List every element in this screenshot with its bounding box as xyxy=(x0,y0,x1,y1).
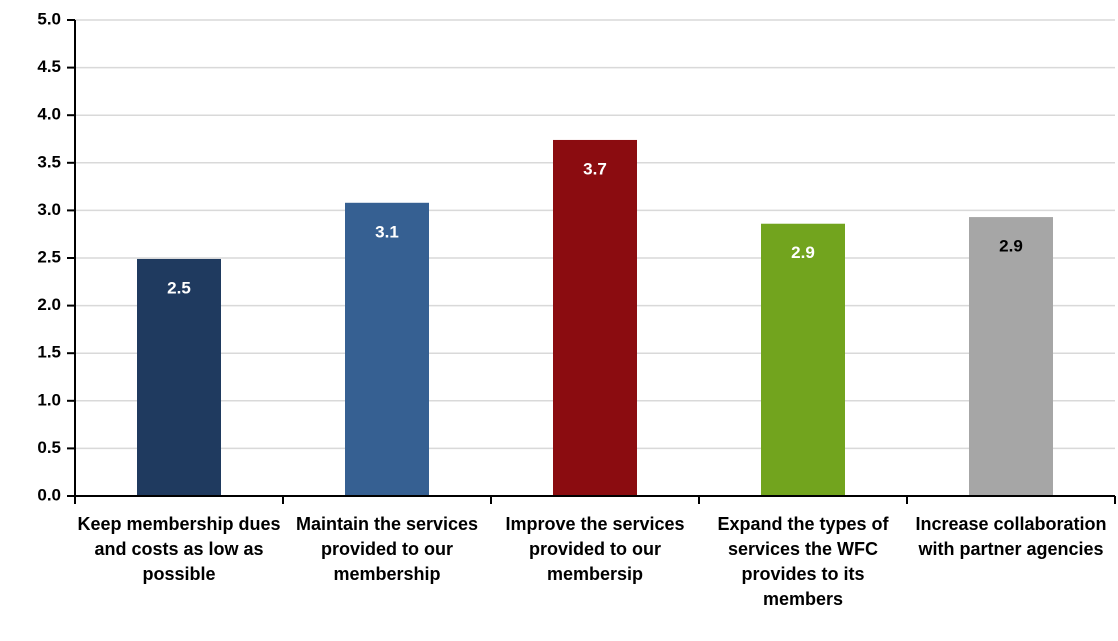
bar xyxy=(553,139,637,496)
bar xyxy=(761,223,845,496)
value-label: 2.5 xyxy=(167,278,191,297)
y-tick-label: 4.0 xyxy=(37,105,61,124)
y-tick-label: 3.0 xyxy=(37,200,61,219)
x-tick-label: Keep membership dues and costs as low as… xyxy=(77,514,281,584)
y-tick-label: 0.0 xyxy=(37,485,61,504)
y-tick-label: 2.5 xyxy=(37,247,61,266)
y-tick-label: 1.0 xyxy=(37,390,61,409)
y-tick-label: 4.5 xyxy=(37,57,61,76)
y-tick-label: 1.5 xyxy=(37,343,61,362)
value-label: 2.9 xyxy=(999,237,1023,256)
x-tick-label: Improve the services provided to our mem… xyxy=(505,514,685,584)
value-label: 3.1 xyxy=(375,222,399,241)
y-tick-label: 5.0 xyxy=(37,9,61,28)
bar xyxy=(345,202,429,496)
y-tick-label: 3.5 xyxy=(37,152,61,171)
bar xyxy=(137,258,221,496)
x-tick-label: Increase collaboration with partner agen… xyxy=(915,514,1107,559)
bar xyxy=(969,217,1053,496)
value-label: 3.7 xyxy=(583,159,607,178)
y-tick-label: 2.0 xyxy=(37,295,61,314)
y-tick-label: 0.5 xyxy=(37,438,61,457)
x-tick-label: Expand the types of services the WFC pro… xyxy=(717,514,889,609)
value-label: 2.9 xyxy=(791,243,815,262)
x-tick-label: Maintain the services provided to our me… xyxy=(295,514,479,584)
